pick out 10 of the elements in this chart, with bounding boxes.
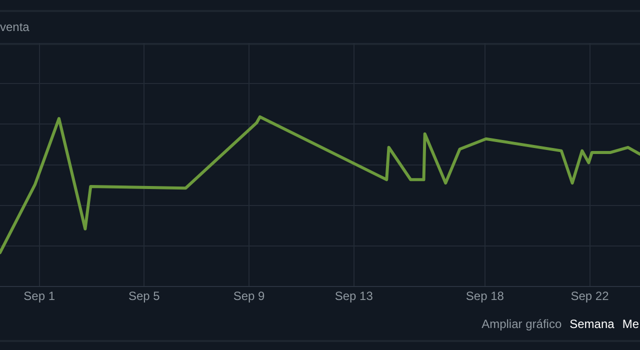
- x-tick-label: Sep 9: [233, 289, 266, 304]
- x-tick-label: Sep 18: [466, 289, 504, 304]
- chart-title: venta: [0, 20, 30, 34]
- x-tick-label: Sep 22: [570, 289, 610, 304]
- text: Me: [622, 317, 639, 331]
- x-tick-label: Sep 1: [24, 289, 56, 304]
- text: Semana: [570, 317, 614, 331]
- x-tick-label: Sep 13: [334, 289, 374, 304]
- x-tick-label: Sep 5: [128, 289, 160, 304]
- text: Ampliar gráfico: [482, 317, 562, 331]
